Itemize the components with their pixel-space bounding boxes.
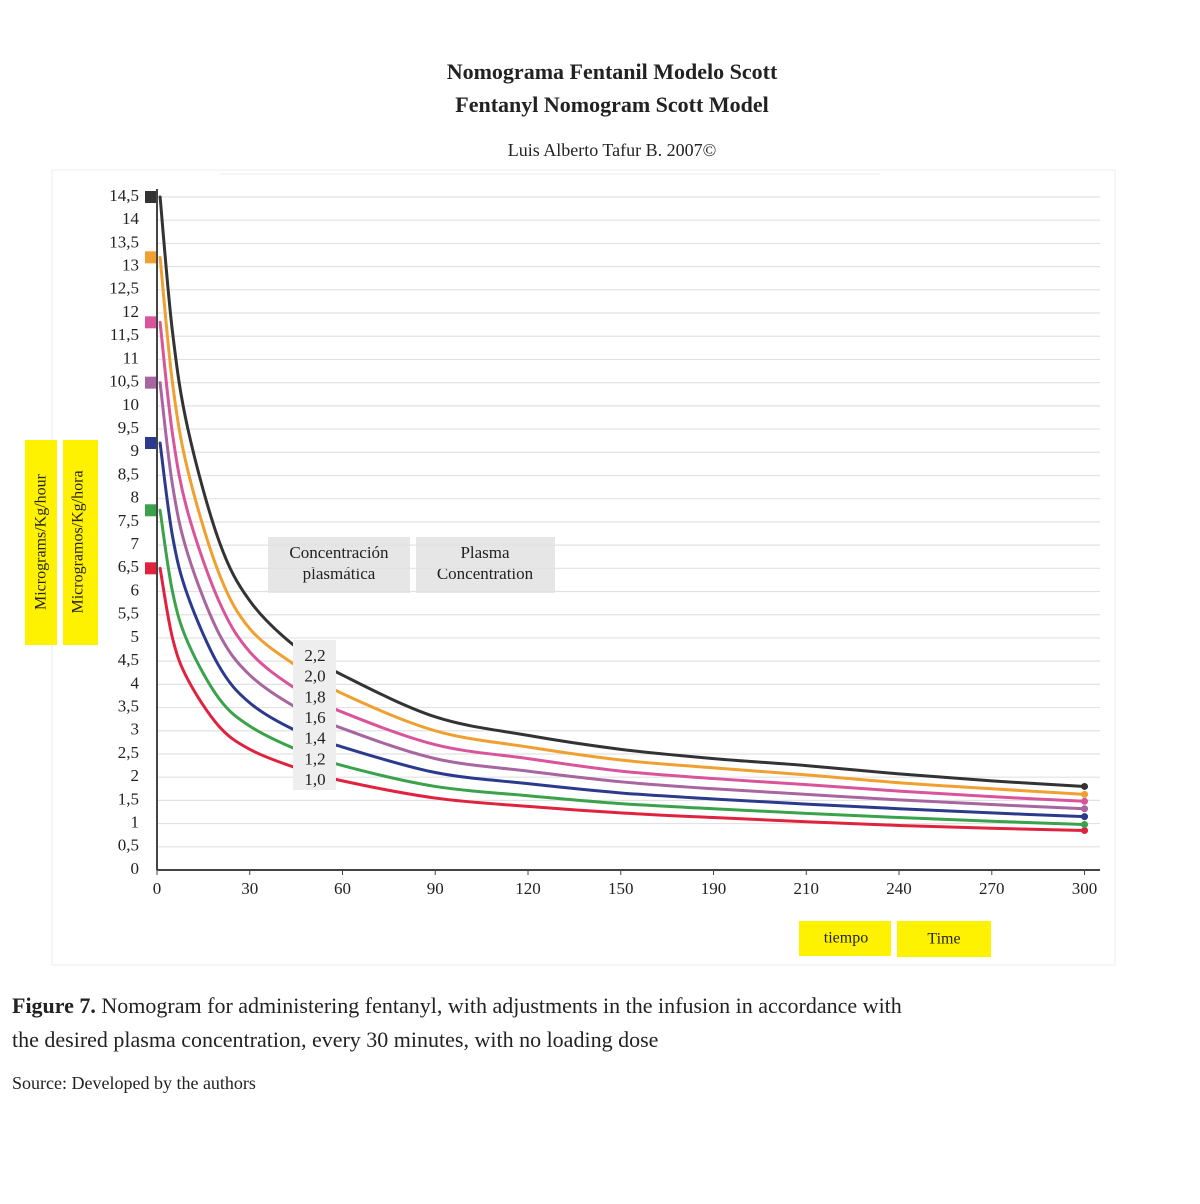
label-box [799,921,891,956]
source: Source: Developed by the authors [12,1073,256,1093]
y-tick-label: 12 [122,302,139,321]
end-point [1081,790,1089,798]
y-tick-label: 7 [131,534,140,553]
legend-label: 1,4 [304,729,326,748]
caption-text: Nomogram for administering fentanyl, wit… [96,993,902,1018]
end-point [1081,827,1089,835]
y-tick-label: 1 [131,812,140,831]
chart-title: Nomograma Fentanil Modelo Scott [447,59,778,84]
x-tick-label: 120 [515,879,541,898]
legend-label: 2,0 [304,667,325,686]
annotation-box [268,537,410,593]
annotation: Concentration [437,564,534,583]
y-tick-label: 6 [131,580,140,599]
start-marker [145,191,156,203]
chart-title: Fentanyl Nomogram Scott Model [455,92,768,117]
annotation: Concentración [289,543,389,562]
x-tick-label: 30 [241,879,258,898]
caption: Figure 7. Nomogram for administering fen… [12,993,902,1018]
y-tick-label: 1,5 [118,789,139,808]
end-point [1081,805,1089,813]
series-line [158,508,1087,827]
y-tick-label: 8 [131,488,140,507]
plot: 00,511,522,533,544,555,566,577,588,599,5… [109,186,1100,898]
end-point [1081,821,1089,829]
y-axis-label: Micrograms/Kg/hour [33,473,50,610]
series-line [158,566,1087,833]
x-tick-label: 210 [794,879,820,898]
x-tick-label: 90 [427,879,444,898]
y-tick-label: 2,5 [118,743,139,762]
x-tick-label: 240 [886,879,912,898]
legend-label: 1,8 [304,687,325,706]
x-tick-label: 300 [1072,879,1098,898]
y-tick-label: 11,5 [110,325,139,344]
x-tick-label: 270 [979,879,1005,898]
legend-label: 1,6 [304,708,325,727]
y-tick-label: 5,5 [118,604,139,623]
y-tick-label: 10,5 [109,372,139,391]
legend-label: 2,2 [304,646,325,665]
y-tick-label: 9,5 [118,418,139,437]
start-marker [145,316,156,329]
y-tick-label: 5 [131,627,140,646]
y-tick-label: 6,5 [118,557,139,576]
y-tick-label: 7,5 [118,511,139,530]
y-tick-label: 14 [122,209,140,228]
x-axis-label: tiempo [824,930,868,947]
y-tick-label: 13,5 [109,232,139,251]
end-point [1081,782,1089,790]
x-axis-label: Time [927,931,960,948]
caption-label: Figure 7. [12,993,96,1018]
y-tick-label: 13 [122,256,139,275]
series-line [158,441,1087,819]
series-line [158,255,1087,796]
x-tick-label: 150 [608,879,634,898]
x-tick-label: 60 [334,879,351,898]
y-tick-label: 0 [131,859,140,878]
chart-subtitle: Luis Alberto Tafur B. 2007© [508,140,717,160]
annotation: plasmática [303,564,376,583]
x-tick-label: 190 [701,879,727,898]
y-tick-label: 9 [131,441,140,460]
y-tick-label: 8,5 [118,464,139,483]
start-marker [145,251,156,264]
start-marker [145,504,156,517]
y-tick-label: 12,5 [109,279,139,298]
annotation-box [416,537,555,593]
y-tick-label: 4 [131,673,140,692]
annotation: Plasma [460,543,510,562]
legend-label: 1,2 [304,749,325,768]
legend-box [293,640,336,790]
y-tick-label: 3 [131,720,140,739]
y-axis-label: Microgramos/Kg/hora [70,470,87,613]
series-line [158,381,1087,811]
end-point [1081,813,1089,821]
label-box [25,440,57,645]
y-tick-label: 11 [123,348,139,367]
y-tick-label: 0,5 [118,836,139,855]
series-line [158,195,1087,788]
y-tick-label: 14,5 [109,186,139,205]
legend-label: 1,0 [304,770,325,789]
x-tick-label: 0 [153,879,162,898]
series-line [158,320,1087,803]
y-tick-label: 10 [122,395,139,414]
start-marker [145,436,156,449]
y-tick-label: 3,5 [118,696,139,715]
start-marker [145,562,156,575]
y-tick-label: 4,5 [118,650,139,669]
start-marker [145,376,156,389]
y-tick-label: 2 [131,766,140,785]
label-box [63,440,98,645]
caption-text: the desired plasma concentration, every … [12,1027,658,1052]
end-point [1081,797,1089,805]
label-box [897,921,991,957]
